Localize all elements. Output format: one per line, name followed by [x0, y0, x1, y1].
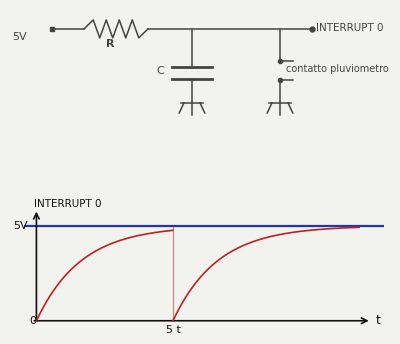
Text: 0: 0	[29, 316, 36, 326]
Text: R: R	[106, 39, 114, 49]
Text: INTERRUPT 0: INTERRUPT 0	[316, 23, 384, 33]
Text: contatto pluviometro: contatto pluviometro	[286, 64, 389, 74]
Text: t: t	[375, 314, 380, 327]
Text: 5V: 5V	[13, 221, 28, 231]
Text: C: C	[156, 66, 164, 76]
Text: 5 t: 5 t	[166, 325, 180, 335]
Text: 5V: 5V	[12, 32, 27, 42]
Text: INTERRUPT 0: INTERRUPT 0	[34, 199, 102, 209]
